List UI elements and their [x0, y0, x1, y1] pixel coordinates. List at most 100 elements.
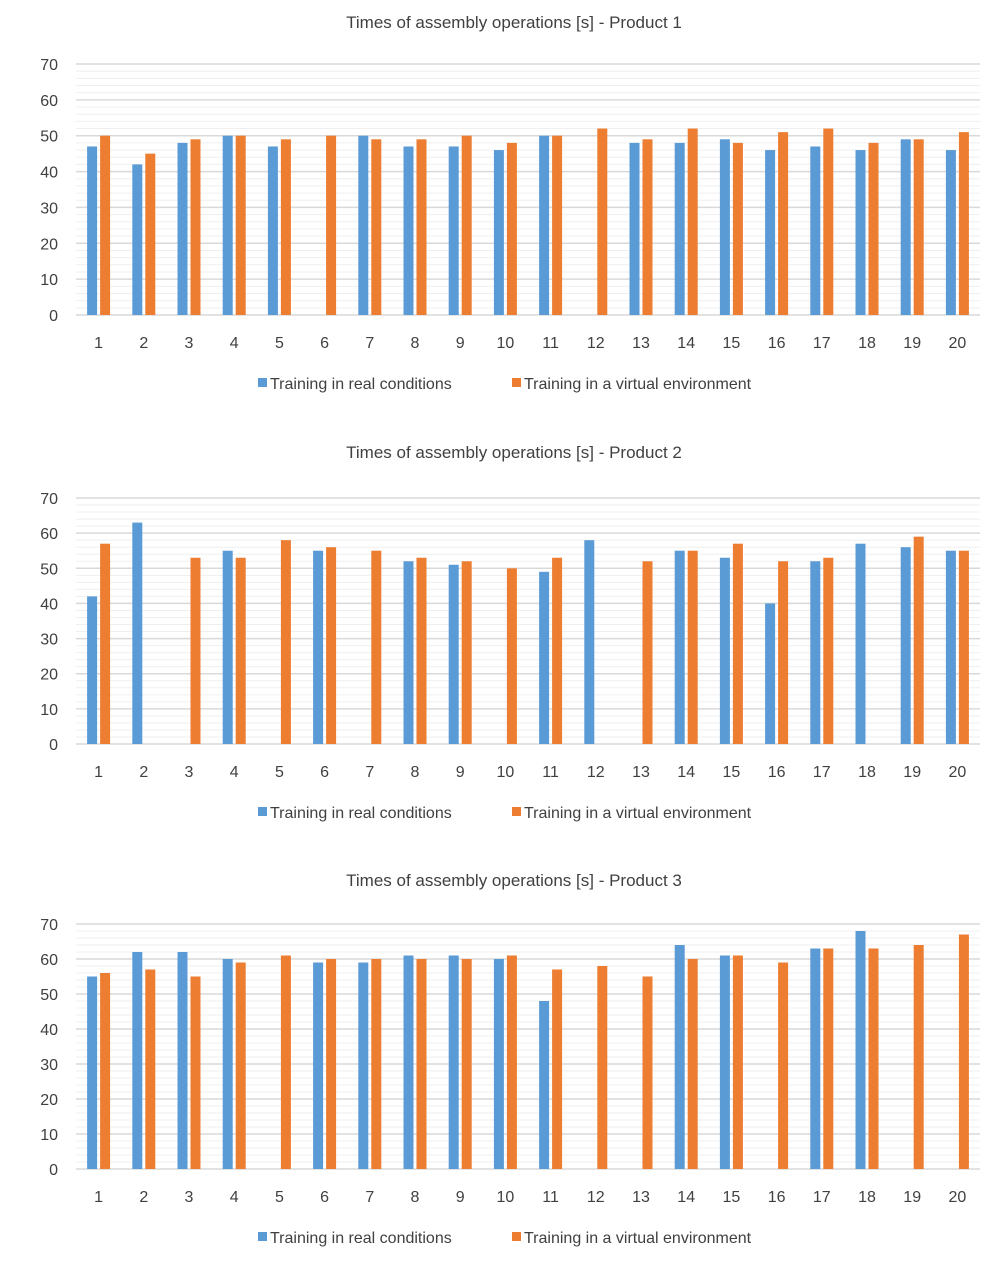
bar-virtual-environment: [506, 568, 517, 744]
bar-real-conditions: [719, 139, 730, 315]
bar-real-conditions: [132, 522, 143, 744]
y-tick-label: 50: [40, 129, 58, 146]
x-tick-label: 8: [411, 764, 420, 781]
x-tick-label: 1: [94, 764, 103, 781]
legend-swatch: [258, 1232, 267, 1241]
bar-virtual-environment: [597, 128, 608, 315]
bar-virtual-environment: [371, 959, 382, 1169]
x-tick-label: 4: [230, 335, 239, 352]
x-tick-label: 15: [723, 764, 741, 781]
chart-svg: Times of assembly operations [s] - Produ…: [40, 871, 980, 1247]
x-tick-label: 7: [365, 764, 374, 781]
x-tick-label: 12: [587, 764, 605, 781]
legend-real-conditions: Training in real conditions: [258, 376, 452, 393]
y-tick-label: 30: [40, 200, 58, 217]
bar-virtual-environment: [280, 955, 291, 1169]
legend-virtual-environment: Training in a virtual environment: [512, 376, 752, 393]
bar-virtual-environment: [145, 153, 156, 315]
y-tick-label: 50: [40, 987, 58, 1004]
bar-virtual-environment: [506, 142, 517, 315]
bar-virtual-environment: [552, 135, 563, 315]
y-tick-label: 70: [40, 57, 58, 74]
bar-real-conditions: [358, 962, 369, 1169]
x-tick-label: 20: [949, 1189, 967, 1206]
bar-real-conditions: [584, 540, 595, 744]
y-tick-label: 60: [40, 93, 58, 110]
bar-virtual-environment: [190, 557, 201, 744]
bar-real-conditions: [87, 976, 98, 1169]
bar-real-conditions: [855, 543, 866, 744]
x-tick-label: 11: [542, 764, 559, 781]
x-tick-label: 1: [94, 1189, 103, 1206]
y-tick-label: 40: [40, 165, 58, 182]
bar-real-conditions: [222, 550, 233, 744]
bar-real-conditions: [900, 139, 911, 315]
x-tick-label: 5: [275, 764, 284, 781]
bar-real-conditions: [539, 135, 550, 315]
x-tick-label: 7: [365, 1189, 374, 1206]
bar-virtual-environment: [913, 945, 924, 1169]
bar-virtual-environment: [235, 135, 246, 315]
bar-virtual-environment: [868, 948, 879, 1169]
bar-virtual-environment: [958, 550, 969, 744]
bar-real-conditions: [855, 150, 866, 315]
x-tick-label: 5: [275, 1189, 284, 1206]
x-tick-label: 6: [320, 335, 329, 352]
bar-virtual-environment: [642, 561, 653, 744]
chart-product-1: Times of assembly operations [s] - Produ…: [0, 0, 998, 425]
y-tick-label: 10: [40, 272, 58, 289]
bar-virtual-environment: [190, 976, 201, 1169]
bar-virtual-environment: [235, 962, 246, 1169]
bar-real-conditions: [177, 142, 188, 315]
x-tick-label: 12: [587, 1189, 605, 1206]
x-tick-label: 10: [497, 764, 515, 781]
x-tick-label: 19: [903, 764, 921, 781]
x-tick-label: 2: [139, 764, 148, 781]
x-tick-label: 11: [542, 335, 559, 352]
chart-svg: Times of assembly operations [s] - Produ…: [40, 13, 980, 393]
bar-real-conditions: [313, 962, 324, 1169]
bar-virtual-environment: [326, 547, 337, 744]
legend-swatch: [258, 807, 267, 816]
legend-real-conditions: Training in real conditions: [258, 1230, 452, 1247]
x-tick-label: 10: [497, 1189, 515, 1206]
bar-real-conditions: [810, 948, 821, 1169]
x-tick-label: 18: [858, 335, 876, 352]
x-tick-label: 8: [411, 1189, 420, 1206]
bar-virtual-environment: [642, 976, 653, 1169]
bar-virtual-environment: [958, 934, 969, 1169]
bar-real-conditions: [403, 561, 414, 744]
x-tick-label: 13: [632, 1189, 650, 1206]
y-tick-label: 0: [49, 737, 58, 754]
bar-real-conditions: [493, 150, 504, 315]
bar-virtual-environment: [461, 561, 472, 744]
bar-virtual-environment: [642, 139, 653, 315]
chart-title: Times of assembly operations [s] - Produ…: [346, 871, 682, 890]
legend-swatch: [258, 378, 267, 387]
bar-virtual-environment: [280, 540, 291, 744]
bar-virtual-environment: [326, 135, 337, 315]
y-tick-label: 0: [49, 1162, 58, 1179]
legend-label: Training in real conditions: [270, 805, 452, 822]
bar-real-conditions: [132, 952, 143, 1169]
bar-virtual-environment: [778, 962, 789, 1169]
bar-real-conditions: [674, 945, 685, 1169]
bar-real-conditions: [448, 146, 459, 315]
bar-virtual-environment: [597, 966, 608, 1169]
y-tick-label: 70: [40, 491, 58, 508]
bar-real-conditions: [493, 959, 504, 1169]
bar-real-conditions: [222, 959, 233, 1169]
bar-virtual-environment: [461, 135, 472, 315]
x-tick-label: 20: [949, 764, 967, 781]
x-tick-label: 14: [677, 764, 695, 781]
x-tick-label: 17: [813, 764, 831, 781]
y-tick-label: 30: [40, 632, 58, 649]
x-tick-label: 19: [903, 1189, 921, 1206]
y-tick-label: 40: [40, 596, 58, 613]
bar-real-conditions: [132, 164, 143, 315]
bar-real-conditions: [87, 146, 98, 315]
bar-virtual-environment: [732, 543, 743, 744]
x-tick-label: 3: [185, 335, 194, 352]
bar-virtual-environment: [552, 969, 563, 1169]
bar-virtual-environment: [913, 139, 924, 315]
